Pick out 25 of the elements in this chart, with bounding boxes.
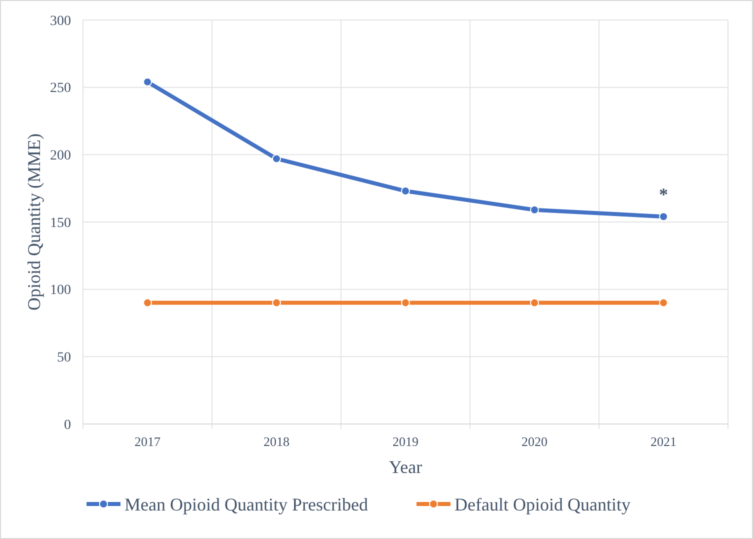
point	[530, 205, 539, 214]
point	[659, 212, 668, 222]
y-tick-label: 200	[50, 148, 71, 164]
point	[272, 154, 281, 164]
point	[530, 298, 539, 308]
x-tick-label: 2018	[264, 434, 290, 449]
y-tick-label: 50	[57, 350, 71, 366]
x-tick-label: 2019	[392, 434, 418, 449]
legend-label: Default Opioid Quantity	[454, 494, 630, 514]
point	[401, 298, 410, 308]
annotation: *	[659, 184, 668, 205]
y-tick-label: 150	[50, 216, 71, 231]
y-axis-title: Opioid Quantity (MME)	[24, 134, 44, 310]
y-tick-label: 300	[50, 14, 71, 29]
y-tick-label: 250	[50, 81, 71, 96]
point	[659, 298, 668, 308]
legend-label: Mean Opioid Quantity Prescribed	[124, 494, 368, 514]
y-tick-label: 100	[50, 283, 71, 298]
x-axis-title: Year	[388, 457, 422, 477]
x-tick-label: 2021	[650, 434, 676, 449]
x-tick-label: 2020	[522, 434, 548, 449]
point	[143, 298, 152, 308]
x-tick-label: 2017	[134, 434, 161, 449]
y-tick-label: 0	[64, 418, 71, 433]
point	[272, 298, 281, 308]
